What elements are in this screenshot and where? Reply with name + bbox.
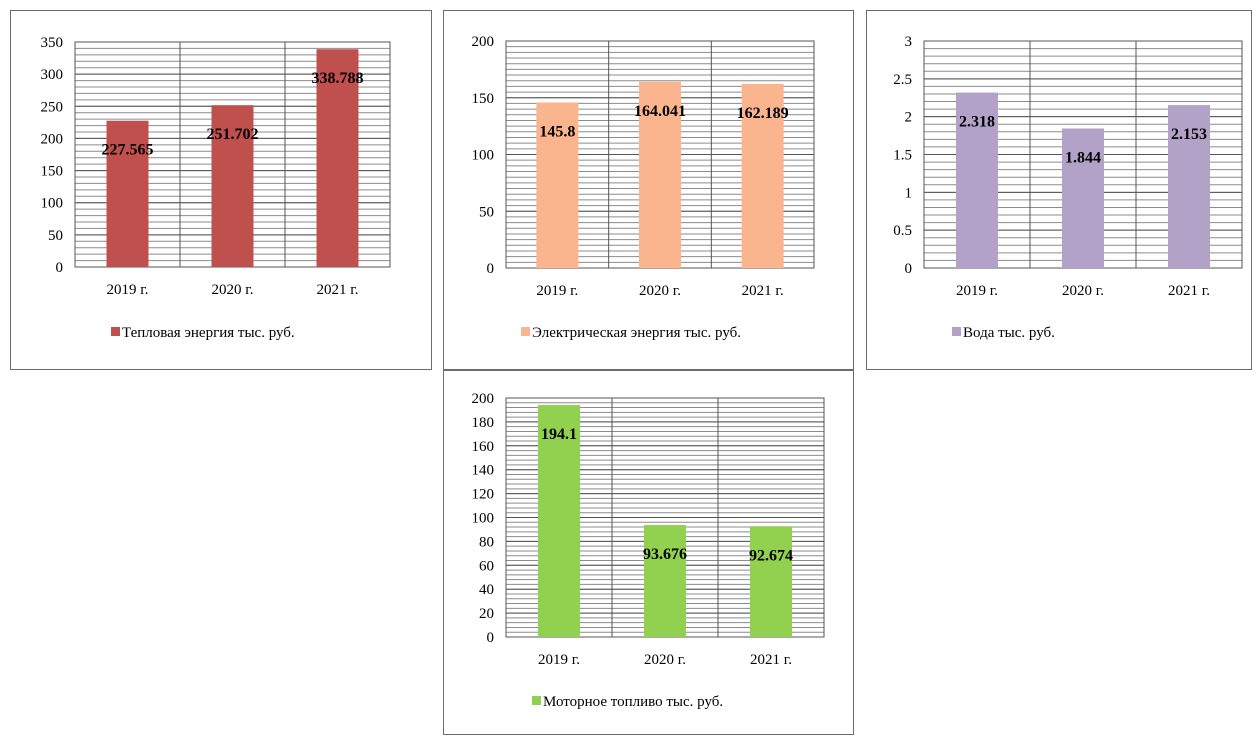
motor-fuel-chart: 0 20 40 60 80 100 120 140 160 180 200 194.1 2019 г. 9… — [443, 370, 854, 735]
data-label: 227.565 — [102, 142, 154, 159]
y-tick-label: 300 — [41, 67, 64, 83]
x-tick-label: 2019 г. — [107, 282, 149, 298]
electric-energy-chart-svg: 0 50 100 150 200 145.8 2019 г. 164.041 2020 г. 16… — [472, 34, 815, 341]
legend-label: Вода тыс. руб. — [963, 325, 1055, 341]
legend-swatch — [111, 327, 120, 336]
water-chart: 0 0.5 1 1.5 2 2.5 3 2.318 2019 г. 1.844 2020 г. 2.1… — [866, 10, 1252, 370]
bar — [750, 526, 792, 637]
bar — [316, 49, 359, 267]
y-tick-label: 150 — [41, 164, 64, 180]
bar — [106, 120, 149, 267]
y-tick-label: 100 — [41, 196, 64, 212]
heat-energy-chart: 0 50 100 150 200 250 300 350 227.565 2019 г. 251.7… — [10, 10, 432, 370]
x-tick-label: 2020 г. — [644, 652, 686, 668]
legend-swatch — [521, 327, 530, 336]
y-tick-label: 2.5 — [893, 72, 912, 88]
electric-energy-chart: 0 50 100 150 200 145.8 2019 г. 164.041 2020 г. 16… — [443, 10, 854, 370]
y-tick-label: 120 — [472, 487, 495, 503]
bar — [644, 525, 686, 637]
bar — [536, 102, 579, 268]
x-tick-label: 2020 г. — [1062, 283, 1104, 299]
legend-label: Моторное топливо тыс. руб. — [543, 694, 723, 710]
x-tick-label: 2019 г. — [956, 283, 998, 299]
data-label: 93.676 — [643, 546, 687, 563]
x-tick-label: 2019 г. — [538, 652, 580, 668]
x-tick-label: 2020 г. — [639, 283, 681, 299]
y-tick-label: 200 — [472, 391, 495, 407]
y-tick-label: 100 — [472, 511, 495, 527]
bar — [211, 105, 254, 267]
data-label: 338.788 — [312, 70, 364, 87]
x-tick-label: 2021 г. — [317, 282, 359, 298]
y-tick-label: 50 — [479, 204, 494, 220]
legend-swatch — [532, 696, 541, 705]
y-tick-label: 1 — [905, 185, 913, 201]
data-label: 251.702 — [207, 126, 259, 143]
y-tick-label: 350 — [41, 35, 64, 51]
y-tick-label: 250 — [41, 99, 64, 115]
bar — [1168, 105, 1210, 269]
legend-swatch — [952, 327, 961, 336]
y-tick-label: 0 — [56, 260, 64, 276]
legend-label: Тепловая энергия тыс. руб. — [122, 325, 295, 341]
y-tick-label: 200 — [41, 131, 64, 147]
y-tick-label: 0.5 — [893, 223, 912, 239]
y-tick-label: 60 — [479, 558, 494, 574]
data-label: 164.041 — [634, 103, 686, 120]
bar — [1062, 128, 1104, 268]
y-tick-label: 3 — [905, 34, 913, 50]
y-tick-label: 80 — [479, 534, 494, 550]
legend-label: Электрическая энергия тыс. руб. — [532, 325, 741, 341]
y-tick-label: 180 — [472, 415, 495, 431]
x-tick-label: 2019 г. — [536, 283, 578, 299]
y-tick-label: 1.5 — [893, 148, 912, 164]
data-label: 1.844 — [1065, 149, 1101, 166]
x-tick-label: 2021 г. — [1168, 283, 1210, 299]
y-tick-label: 0 — [905, 261, 913, 277]
x-tick-label: 2021 г. — [742, 283, 784, 299]
data-label: 2.318 — [959, 114, 995, 131]
data-label: 145.8 — [539, 124, 575, 141]
data-label: 194.1 — [541, 426, 577, 443]
bar — [639, 81, 681, 268]
y-tick-label: 50 — [48, 228, 63, 244]
bar — [956, 92, 998, 268]
data-label: 92.674 — [749, 547, 793, 564]
y-tick-label: 140 — [472, 463, 495, 479]
y-tick-label: 200 — [472, 34, 495, 50]
bar — [741, 83, 784, 268]
y-tick-label: 0 — [487, 261, 495, 277]
x-tick-label: 2020 г. — [212, 282, 254, 298]
y-tick-label: 100 — [472, 148, 495, 164]
y-tick-label: 20 — [479, 606, 494, 622]
y-tick-label: 40 — [479, 582, 494, 598]
bar — [538, 405, 580, 637]
y-tick-label: 150 — [472, 91, 495, 107]
y-tick-label: 2 — [905, 110, 913, 126]
x-tick-label: 2021 г. — [750, 652, 792, 668]
heat-energy-chart-svg: 0 50 100 150 200 250 300 350 227.565 2019 г. 251.7… — [41, 35, 391, 341]
motor-fuel-chart-svg: 0 20 40 60 80 100 120 140 160 180 200 194.1 2019 г. 9… — [472, 391, 825, 710]
data-label: 162.189 — [737, 105, 789, 122]
water-chart-svg: 0 0.5 1 1.5 2 2.5 3 2.318 2019 г. 1.844 2020 г. 2.1… — [893, 34, 1243, 341]
data-label: 2.153 — [1171, 126, 1207, 143]
y-tick-label: 0 — [487, 630, 495, 646]
y-tick-label: 160 — [472, 439, 495, 455]
